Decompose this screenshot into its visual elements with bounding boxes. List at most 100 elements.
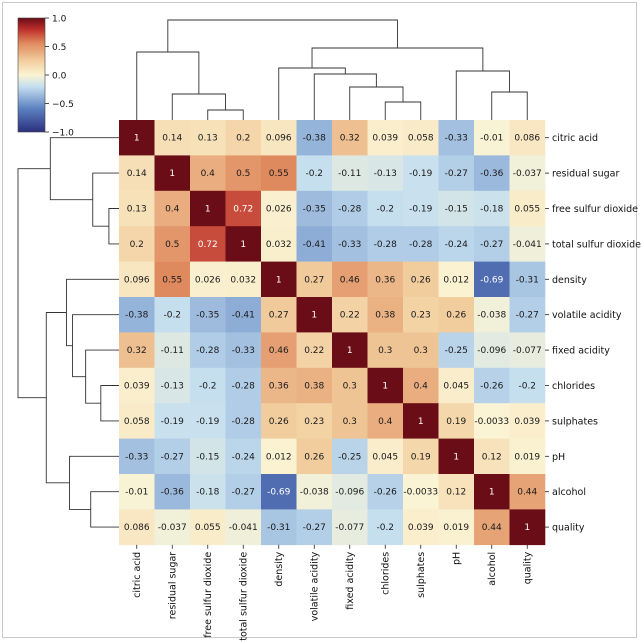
heatmap-cell [119, 190, 155, 227]
heatmap-cell [332, 367, 368, 404]
cell-value-label: 0.44 [517, 488, 537, 498]
cell-value-label: 0.36 [375, 275, 395, 285]
heatmap-cell [332, 297, 368, 333]
cell-value-label: 1 [418, 417, 424, 427]
cell-value-label: -0.27 [480, 240, 503, 250]
cell-value-label: -0.2 [376, 523, 394, 533]
cell-value-label: 1 [169, 169, 175, 179]
row-label: volatile acidity [552, 310, 622, 321]
heatmap-cell [367, 367, 404, 404]
cell-value-label: -0.38 [125, 311, 149, 321]
heatmap-cell [332, 509, 368, 546]
column-label: total sulfur dioxide [239, 552, 250, 641]
heatmap-cell [367, 226, 404, 262]
heatmap-cell [261, 155, 297, 192]
cell-value-label: 0.14 [162, 134, 182, 144]
column-label: citric acid [132, 552, 143, 598]
colorbar-tick-label: −1.0 [52, 129, 74, 139]
cell-value-label: -0.041 [229, 523, 258, 533]
dendrogram-link [45, 312, 70, 484]
heatmap-cell [119, 155, 155, 192]
row-label: free sulfur dioxide [552, 204, 638, 215]
cell-value-label: -0.13 [161, 382, 184, 392]
column-label: chlorides [381, 552, 392, 595]
cell-value-label: 1 [134, 134, 140, 144]
cell-value-label: 0.026 [266, 205, 292, 215]
dendrogram-link [100, 385, 119, 422]
heatmap-cell [509, 332, 546, 369]
heatmap-cell [296, 509, 333, 546]
heatmap-cell [332, 120, 368, 156]
cell-value-label: -0.25 [338, 452, 361, 462]
heatmap-cell [154, 438, 191, 475]
cell-value-label: 0.039 [124, 382, 150, 392]
row-label: pH [552, 452, 565, 463]
cell-value-label: -0.077 [513, 346, 542, 356]
heatmap-cell [225, 120, 262, 156]
cell-value-label: 0.4 [165, 205, 180, 215]
heatmap-cell [403, 261, 439, 298]
cell-value-label: -0.27 [516, 311, 539, 321]
heatmap-cell [332, 403, 368, 439]
heatmap-cell [367, 190, 404, 227]
heatmap-cell [261, 190, 297, 227]
heatmap-cell [509, 403, 546, 439]
heatmap-cell [403, 226, 439, 262]
row-label: fixed acidity [552, 346, 610, 357]
cell-value-label: -0.28 [232, 382, 256, 392]
cell-value-label: 0.058 [408, 134, 434, 144]
column-label: alcohol [487, 552, 498, 586]
row-tick-labels: citric acid residual sugar free sulfur dio… [545, 133, 641, 534]
heatmap-cell [119, 297, 155, 333]
heatmap-cell [438, 155, 475, 192]
cell-value-label: 0.36 [269, 382, 289, 392]
column-label: free sulfur dioxide [203, 552, 214, 638]
cell-value-label: 0.045 [372, 452, 398, 462]
colorbar-tick-label: 0.5 [52, 43, 66, 53]
cell-value-label: 0.14 [127, 169, 147, 179]
dendrogram-link [455, 70, 510, 120]
heatmap-cell [474, 261, 510, 298]
heatmap-cell [367, 120, 404, 156]
cell-value-label: -0.26 [480, 382, 504, 392]
cell-value-label: 0.12 [482, 452, 502, 462]
heatmap-cell [509, 190, 546, 227]
cell-value-label: 0.086 [124, 523, 150, 533]
cell-value-label: 1 [276, 275, 282, 285]
heatmap-cell [190, 226, 226, 262]
heatmap-cell [225, 190, 262, 227]
heatmap-cell [190, 297, 226, 333]
cell-value-label: -0.31 [516, 275, 539, 285]
dendrogram-link [349, 86, 404, 120]
cell-value-label: 0.4 [414, 382, 429, 392]
heatmap-cell [438, 120, 475, 156]
cell-value-label: 0.032 [266, 240, 292, 250]
row-dendrogram [17, 137, 119, 528]
cell-value-label: -0.096 [335, 488, 364, 498]
heatmap-cell [190, 474, 226, 510]
heatmap-cell [509, 261, 546, 298]
cell-value-label: 0.72 [198, 240, 218, 250]
colorbar-tick-label: −0.5 [52, 100, 74, 110]
heatmap-cell [367, 155, 404, 192]
cell-value-label: 0.26 [304, 452, 324, 462]
cell-value-label: -0.18 [480, 205, 504, 215]
cell-value-label: 0.5 [236, 169, 250, 179]
heatmap-cell [509, 120, 546, 156]
heatmap-cell [474, 367, 510, 404]
dendrogram-link [90, 491, 119, 528]
cell-value-label: 0.22 [340, 311, 360, 321]
cell-value-label: -0.35 [303, 205, 326, 215]
heatmap-cell [225, 509, 262, 546]
cell-value-label: -0.2 [376, 205, 394, 215]
dendrogram-link [207, 109, 244, 120]
dendrogram-link [313, 73, 377, 120]
column-dendrogram [136, 19, 528, 120]
heatmap-cell [438, 438, 475, 475]
cell-value-label: -0.18 [196, 488, 220, 498]
heatmap-cell [296, 403, 333, 439]
heatmap-cell [154, 261, 191, 298]
cell-value-label: -0.35 [196, 311, 219, 321]
heatmap-cell [154, 474, 191, 510]
cell-value-label: -0.27 [161, 452, 184, 462]
